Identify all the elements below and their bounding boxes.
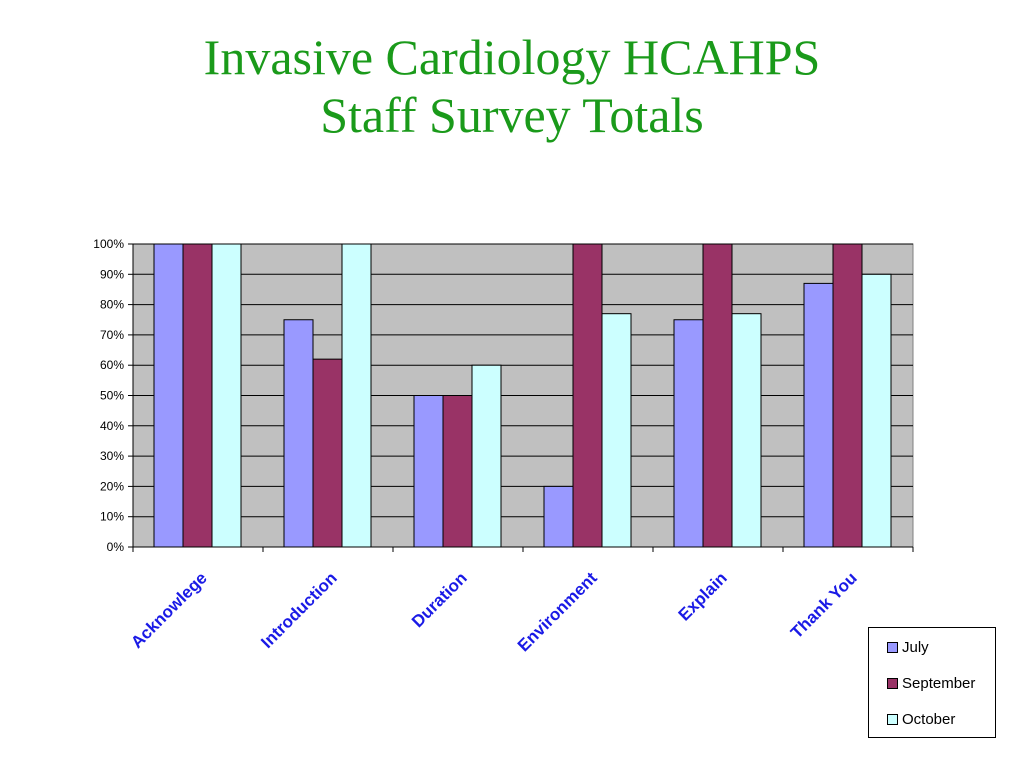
legend-item-september: September: [887, 674, 975, 692]
y-tick-label: 70%: [100, 328, 124, 342]
page-title: Invasive Cardiology HCAHPS Staff Survey …: [0, 28, 1024, 144]
x-tick-label: Acknowlege: [127, 568, 211, 652]
x-tick-label: Duration: [408, 568, 471, 631]
legend-label-september: September: [902, 674, 976, 692]
bar-july: [543, 485, 574, 548]
bar-october: [341, 243, 372, 548]
bar-september: [182, 243, 213, 548]
bar-september: [702, 243, 733, 548]
x-tick-label: Introduction: [257, 568, 341, 652]
bar-september: [572, 243, 603, 548]
x-tick-label: Environment: [514, 568, 601, 655]
x-tick-label: Thank You: [787, 568, 861, 642]
legend-label-october: October: [902, 710, 956, 728]
bar-october: [861, 273, 892, 548]
bar-july: [153, 243, 184, 548]
bar-october: [471, 364, 502, 548]
bar-july: [803, 282, 834, 548]
chart-legend: July September October: [868, 627, 996, 738]
legend-swatch-july: [887, 641, 898, 653]
legend-swatch-october: [887, 713, 898, 725]
bar-october: [731, 313, 762, 548]
bar-july: [413, 395, 444, 548]
y-tick-label: 20%: [100, 479, 124, 493]
legend-swatch-september: [887, 677, 898, 689]
y-tick-label: 80%: [100, 298, 124, 312]
title-line-1: Invasive Cardiology HCAHPS: [203, 29, 821, 85]
legend-item-july: July: [887, 638, 929, 656]
y-tick-label: 10%: [100, 510, 124, 524]
bar-october: [211, 243, 242, 548]
bar-october: [601, 313, 632, 548]
y-tick-label: 90%: [100, 267, 124, 281]
bar-september: [442, 395, 473, 548]
y-tick-label: 60%: [100, 358, 124, 372]
y-tick-label: 0%: [107, 540, 125, 554]
bar-july: [283, 319, 314, 548]
title-line-2: Staff Survey Totals: [320, 87, 704, 143]
bar-july: [673, 319, 704, 548]
bar-september: [312, 358, 343, 548]
y-tick-label: 100%: [93, 237, 124, 251]
bar-september: [832, 243, 863, 548]
legend-item-october: October: [887, 710, 955, 728]
x-tick-label: Explain: [675, 568, 731, 624]
y-tick-label: 50%: [100, 389, 124, 403]
legend-label-july: July: [902, 638, 929, 656]
y-tick-label: 30%: [100, 449, 124, 463]
y-tick-label: 40%: [100, 419, 124, 433]
